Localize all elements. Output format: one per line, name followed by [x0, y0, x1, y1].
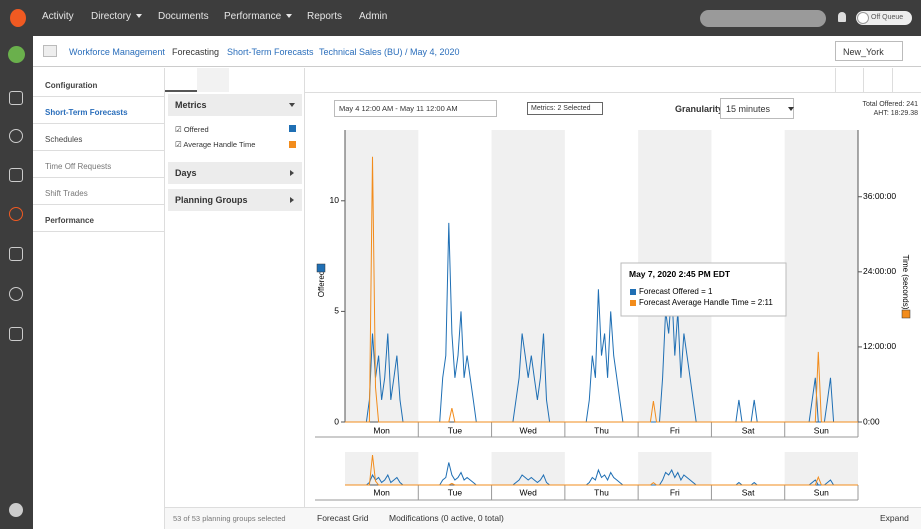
footer-tab[interactable]: Modifications (0 active, 0 total) — [389, 513, 504, 523]
legend-swatch — [902, 310, 910, 318]
x-tick-label: Sat — [742, 487, 755, 497]
day-band — [345, 130, 418, 422]
expand-button[interactable]: Expand — [880, 513, 909, 523]
x-tick-label: Wed — [520, 487, 538, 497]
x-tick-label: Fri — [670, 425, 680, 435]
y-tick-label: 5 — [334, 306, 339, 316]
x-tick-label: Thu — [594, 425, 609, 435]
y2-axis-label: Time (seconds) — [901, 255, 910, 310]
x-tick-label: Sat — [742, 425, 755, 435]
y-axis-label: Offered — [317, 271, 326, 298]
chart: Mon Tue Wed Thu Fri Sat Sun 0 5 10 0:00 12:00:00 24:… — [0, 0, 921, 505]
x-tick-label: Thu — [594, 487, 609, 497]
day-band — [785, 130, 858, 422]
footer-tab[interactable]: Forecast Grid — [317, 513, 369, 523]
tooltip-line: Forecast Offered = 1 — [639, 287, 713, 296]
legend-swatch — [317, 264, 325, 272]
day-band — [785, 452, 858, 485]
x-tick-label: Wed — [520, 425, 538, 435]
x-tick-label: Fri — [670, 487, 680, 497]
x-tick-label: Mon — [373, 425, 390, 435]
day-band — [638, 452, 711, 485]
y-tick-label: 0 — [334, 416, 339, 426]
x-tick-label: Tue — [448, 487, 463, 497]
y2-tick-label: 36:00:00 — [863, 191, 896, 201]
x-tick-label: Mon — [373, 487, 390, 497]
y2-tick-label: 0:00 — [863, 416, 880, 426]
x-tick-label: Sun — [814, 487, 829, 497]
tooltip-title: May 7, 2020 2:45 PM EDT — [629, 269, 731, 279]
tooltip-swatch — [630, 289, 636, 295]
day-band — [345, 452, 418, 485]
selection-count: 53 of 53 planning groups selected — [173, 514, 286, 523]
day-band — [492, 130, 565, 422]
tooltip-line: Forecast Average Handle Time = 2:11 — [639, 298, 773, 307]
x-tick-label: Sun — [814, 425, 829, 435]
x-tick-label: Tue — [448, 425, 463, 435]
help-icon[interactable] — [9, 503, 23, 517]
y2-tick-label: 24:00:00 — [863, 266, 896, 276]
tooltip-swatch — [630, 300, 636, 306]
y2-tick-label: 12:00:00 — [863, 341, 896, 351]
y-tick-label: 10 — [330, 195, 340, 205]
